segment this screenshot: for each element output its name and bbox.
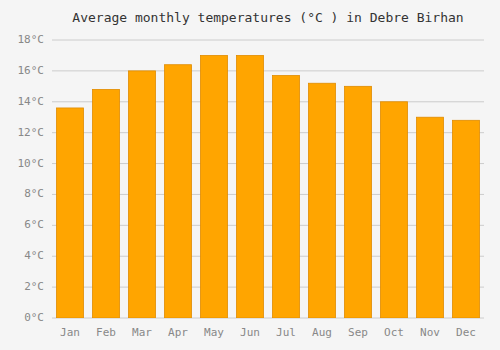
x-tick-label: Jul [276,326,296,339]
y-tick-label: 8°C [24,187,44,200]
bar [417,117,444,318]
y-tick-label: 0°C [24,311,44,324]
y-tick-label: 4°C [24,249,44,262]
x-tick-label: Feb [96,326,116,339]
title: Average monthly temperatures (°C ) in De… [72,10,463,25]
y-tick-label: 18°C [18,33,45,46]
x-tick-label: Apr [168,326,188,339]
x-tick-label: Aug [312,326,332,339]
bar [453,120,480,318]
y-tick-label: 2°C [24,280,44,293]
bars [57,55,480,318]
y-tick-label: 10°C [18,157,45,170]
grid-line [52,40,484,41]
y-tick-label: 6°C [24,218,44,231]
x-tick-label: Jan [60,326,80,339]
y-ticks: 0°C 2°C 4°C 6°C 8°C 10°C 12°C 14°C 16°C 18°C [18,33,45,324]
grid-line [52,70,484,71]
x-tick-label: Dec [456,326,476,339]
bar [345,86,372,318]
x-tick-label: May [204,326,224,339]
chart-container: 0°C 2°C 4°C 6°C 8°C 10°C 12°C 14°C 16°C 18°C Jan Fe… [0,0,500,350]
y-grid [52,40,484,318]
background [0,0,500,350]
x-tick-label: Mar [132,326,152,339]
y-tick-label: 16°C [18,64,45,77]
x-ticks: Jan Feb Mar Apr May Jun Jul Aug Sep Oct Nov Dec [60,326,476,339]
x-tick-label: Sep [348,326,368,339]
bar [165,65,192,318]
bar [273,76,300,318]
x-tick-label: Jun [240,326,260,339]
bar [237,55,264,318]
chart-svg: 0°C 2°C 4°C 6°C 8°C 10°C 12°C 14°C 16°C 18°C Jan Fe… [0,0,500,350]
bar [381,102,408,318]
bar [309,83,336,318]
y-tick-label: 14°C [18,95,45,108]
bar [129,71,156,318]
bar [93,89,120,318]
bar [57,108,84,318]
bar [201,55,228,318]
x-tick-label: Oct [384,326,404,339]
x-tick-label: Nov [420,326,440,339]
y-tick-label: 12°C [18,126,45,139]
